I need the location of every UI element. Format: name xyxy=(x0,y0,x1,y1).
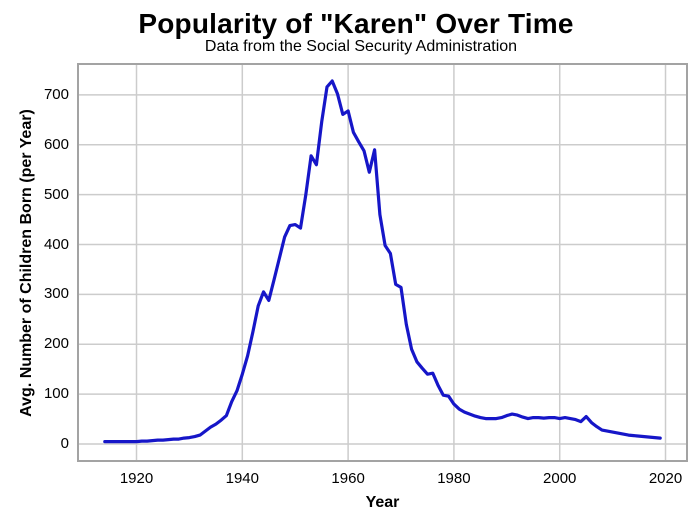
x-axis-title: Year xyxy=(365,494,400,511)
y-tick-label: 300 xyxy=(43,285,69,303)
chart-subtitle: Data from the Social Security Administra… xyxy=(204,38,518,55)
x-tick-label: 1940 xyxy=(225,470,259,487)
panel-border xyxy=(77,63,688,462)
x-tick-label: 2020 xyxy=(648,470,683,487)
x-tick-label: 1980 xyxy=(437,470,471,487)
x-tick-label: 1960 xyxy=(331,470,365,487)
y-tick-label: 100 xyxy=(43,385,69,403)
y-tick-label: 200 xyxy=(43,335,69,353)
plot-panel xyxy=(77,63,688,462)
y-tick-label: 700 xyxy=(43,85,69,103)
data-line-series xyxy=(103,79,662,444)
x-tick-label: 1920 xyxy=(119,470,154,487)
y-tick-label: 600 xyxy=(43,135,69,153)
y-tick-label: 0 xyxy=(60,435,69,453)
chart-title: Popularity of "Karen" Over Time xyxy=(138,8,574,39)
y-tick-label: 500 xyxy=(43,185,69,203)
x-tick-label: 2000 xyxy=(543,470,577,487)
y-tick-label: 400 xyxy=(43,235,69,253)
